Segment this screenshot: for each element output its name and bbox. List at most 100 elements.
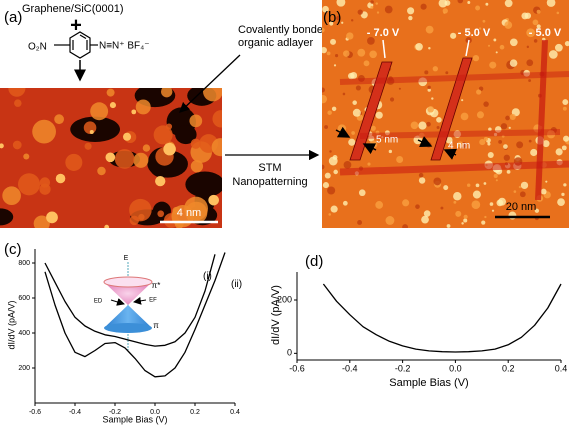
texture xyxy=(408,15,413,21)
texture xyxy=(482,19,486,23)
texture xyxy=(563,183,567,187)
texture xyxy=(489,61,497,69)
texture xyxy=(472,190,481,199)
texture xyxy=(425,25,434,34)
voltage-label: - 5.0 V xyxy=(529,27,562,39)
texture xyxy=(368,135,375,142)
adlayer-blob xyxy=(142,144,151,152)
texture xyxy=(509,113,516,121)
adlayer-note: Covalently bonded organic adlayer xyxy=(238,24,329,49)
texture xyxy=(352,108,361,117)
dark-patch xyxy=(0,208,14,226)
texture xyxy=(407,7,415,15)
texture xyxy=(410,121,419,130)
texture xyxy=(343,50,350,57)
texture xyxy=(375,111,383,119)
adlayer-blob xyxy=(17,173,41,196)
adlayer-blob xyxy=(190,160,204,173)
texture xyxy=(433,177,442,186)
texture xyxy=(481,220,486,225)
texture xyxy=(509,59,518,67)
texture xyxy=(322,87,325,93)
texture xyxy=(384,5,393,14)
texture xyxy=(341,21,344,24)
x-tick-label: -0.6 xyxy=(289,363,305,373)
scale-label: 4 nm xyxy=(177,207,201,219)
texture xyxy=(521,12,529,20)
series-label: (i) xyxy=(203,271,212,282)
inset-label: π xyxy=(153,321,159,330)
texture xyxy=(375,130,380,135)
panel-label: (a) xyxy=(4,9,22,26)
texture xyxy=(328,213,332,216)
y-tick-label: 400 xyxy=(18,330,30,337)
texture xyxy=(440,206,444,210)
y-tick-label: 600 xyxy=(18,295,30,302)
x-tick-label: -0.2 xyxy=(109,409,121,416)
adlayer-blob xyxy=(212,110,222,128)
adlayer-blob xyxy=(2,186,21,206)
texture xyxy=(369,50,377,59)
texture xyxy=(516,141,524,149)
texture xyxy=(487,142,491,146)
texture xyxy=(484,215,487,219)
texture xyxy=(357,9,363,15)
texture xyxy=(322,94,327,104)
texture xyxy=(545,180,548,183)
arrow-label: Nanopatterning xyxy=(232,176,307,188)
adlayer-blob xyxy=(189,114,203,128)
width-arrows xyxy=(335,126,458,160)
texture xyxy=(418,77,428,87)
adlayer-blob xyxy=(12,140,22,150)
texture xyxy=(483,182,487,185)
texture xyxy=(445,136,453,144)
x-tick-label: -0.4 xyxy=(342,363,358,373)
texture xyxy=(561,145,567,151)
inset-label: π* xyxy=(152,281,161,290)
chart-title: (c) xyxy=(4,241,22,258)
texture xyxy=(415,42,423,51)
bright-spot xyxy=(55,173,66,184)
texture xyxy=(330,38,337,45)
texture xyxy=(420,3,427,10)
texture xyxy=(457,141,464,148)
texture xyxy=(333,169,338,175)
adlayer-blob xyxy=(54,114,64,125)
texture xyxy=(358,189,366,197)
texture xyxy=(322,164,325,170)
scale-label: 20 nm xyxy=(506,201,537,213)
texture xyxy=(388,149,392,154)
adlayer-blob xyxy=(84,142,92,150)
texture xyxy=(389,97,395,102)
pattern-lines xyxy=(339,39,569,201)
texture xyxy=(546,130,556,139)
adlayer-blob xyxy=(161,88,173,98)
x-axis-label: Sample Bias (V) xyxy=(102,414,167,424)
texture xyxy=(428,46,431,50)
texture xyxy=(477,29,481,33)
texture xyxy=(322,27,325,33)
texture xyxy=(536,9,541,14)
texture xyxy=(493,38,497,42)
texture xyxy=(504,0,513,8)
texture xyxy=(388,76,393,82)
texture xyxy=(540,188,547,195)
texture xyxy=(475,5,481,11)
texture xyxy=(504,21,513,29)
adlayer-blob xyxy=(32,119,56,144)
adlayer-blob xyxy=(39,177,51,188)
texture xyxy=(328,156,338,166)
texture xyxy=(322,182,330,189)
texture xyxy=(453,192,462,201)
texture xyxy=(461,222,464,225)
texture xyxy=(528,139,532,143)
texture xyxy=(487,151,494,158)
texture xyxy=(496,199,504,207)
texture xyxy=(350,19,354,22)
texture xyxy=(396,156,404,163)
adlayer-blob xyxy=(23,153,30,160)
adlayer-blob xyxy=(33,215,50,228)
benzene-ring xyxy=(54,31,98,82)
texture xyxy=(427,106,434,113)
